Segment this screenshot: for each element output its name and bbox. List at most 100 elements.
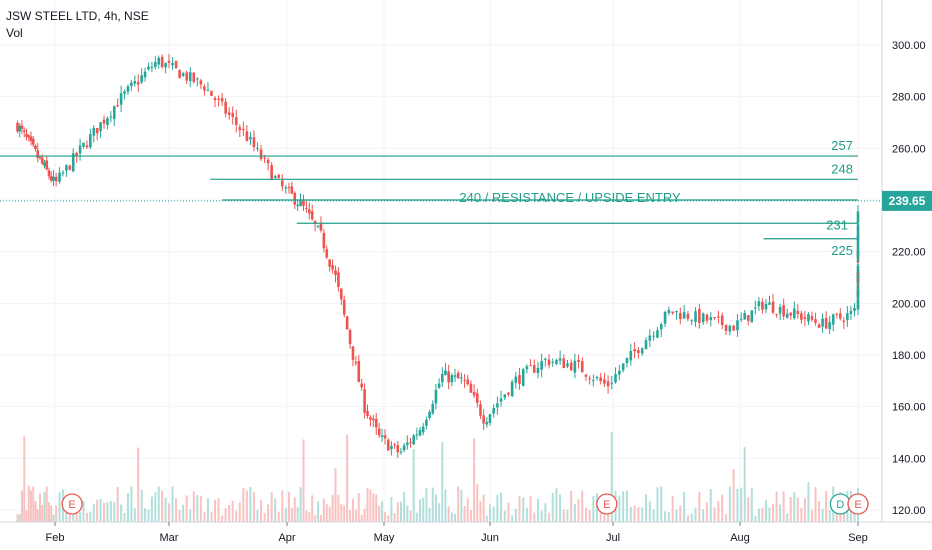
price-tick-label: 260.00 (892, 143, 926, 155)
event-marker-label: E (68, 499, 75, 511)
candle-body (525, 366, 529, 370)
candle-body (22, 130, 26, 132)
candle-body (761, 302, 764, 310)
candle-body (290, 186, 294, 194)
volume-bar (203, 512, 206, 522)
candle-body (746, 315, 750, 321)
last-price-badge-text: 239.65 (889, 194, 926, 208)
volume-bar (314, 515, 317, 522)
volume-bar (599, 512, 602, 522)
volume-bar (750, 487, 753, 522)
event-marker-icon (61, 493, 83, 515)
volume-bar (444, 489, 447, 522)
event-marker-icon (847, 493, 869, 515)
volume-bar (618, 495, 621, 522)
volume-bar (511, 515, 514, 522)
candle-body (460, 377, 463, 379)
candle-body (569, 362, 573, 371)
volume-bar (702, 509, 705, 522)
volume-bar (116, 486, 119, 522)
candle-body (78, 145, 82, 154)
candle-body (558, 358, 562, 361)
volume-bar (217, 498, 220, 522)
volume-bar (322, 498, 325, 522)
candle-body (842, 320, 846, 322)
candle-body (196, 78, 199, 80)
candle-body (119, 93, 123, 105)
candle-body (372, 418, 375, 421)
candle-body (709, 317, 713, 321)
volume-bar (559, 494, 562, 522)
volume-bar (43, 491, 46, 522)
candle-body (266, 159, 270, 164)
price-tick-label: 140.00 (892, 453, 926, 465)
volume-bar (287, 491, 290, 522)
candle-body (412, 435, 415, 445)
candle-body (521, 369, 525, 387)
volume-bar (793, 492, 796, 522)
volume-bar (454, 513, 457, 522)
candle-body (31, 138, 35, 145)
volume-bar (652, 509, 655, 522)
candle-body (319, 223, 323, 231)
candle-body (444, 370, 447, 376)
candle-body (68, 165, 72, 170)
candle-body (224, 101, 227, 114)
volume-bar (337, 494, 340, 522)
volume-bar (544, 503, 547, 522)
candle-body (610, 383, 614, 385)
volume-bar (45, 486, 48, 522)
volume-bar (387, 515, 390, 522)
candle-body (463, 379, 466, 381)
candle-body (263, 157, 266, 159)
volume-bar (82, 501, 85, 522)
volume-bar (409, 510, 412, 522)
candle-body (409, 442, 412, 444)
volume-bar (366, 488, 369, 522)
volume-bar (713, 507, 716, 522)
volume-bar (16, 514, 19, 522)
candle-body (428, 411, 431, 418)
volume-bar (818, 501, 821, 522)
volume-bar (485, 515, 488, 522)
volume-bar (431, 487, 434, 522)
candle-body (29, 136, 33, 142)
candle-body (40, 157, 44, 164)
volume-bar (281, 490, 284, 522)
volume-bar (206, 498, 209, 522)
candle-body (310, 211, 314, 220)
volume-bar (610, 432, 613, 522)
candle-body (415, 434, 419, 436)
candle-body (736, 320, 739, 331)
candle-body (238, 127, 242, 131)
candle-body (393, 444, 396, 446)
volume-bar (196, 495, 199, 522)
volume-bar (422, 497, 425, 522)
candle-body (536, 367, 540, 374)
volume-bar (764, 500, 767, 522)
time-tick-label: Sep (848, 532, 868, 544)
volume-bar (796, 498, 799, 522)
candle-body (705, 314, 709, 321)
volume-bar (412, 449, 415, 522)
time-tick-label: Aug (730, 532, 750, 544)
volume-bar (761, 507, 764, 522)
candle-body (771, 301, 775, 313)
candle-body (126, 86, 130, 92)
candle-body (61, 172, 65, 174)
volume-bar (573, 503, 576, 522)
volume-bar (581, 490, 584, 522)
candle-body (256, 147, 259, 149)
candle-body (363, 389, 366, 413)
candle-body (472, 391, 476, 396)
volume-bar (228, 504, 231, 522)
volume-bar (27, 485, 30, 522)
candle-body (547, 359, 551, 366)
volume-bar (466, 498, 469, 522)
candle-body (299, 200, 302, 207)
volume-bar (473, 438, 476, 522)
volume-bar (48, 502, 50, 522)
time-axis[interactable]: Feb Mar Apr May Jun Jul Aug Sep (46, 522, 868, 544)
volume-bar (293, 497, 296, 522)
